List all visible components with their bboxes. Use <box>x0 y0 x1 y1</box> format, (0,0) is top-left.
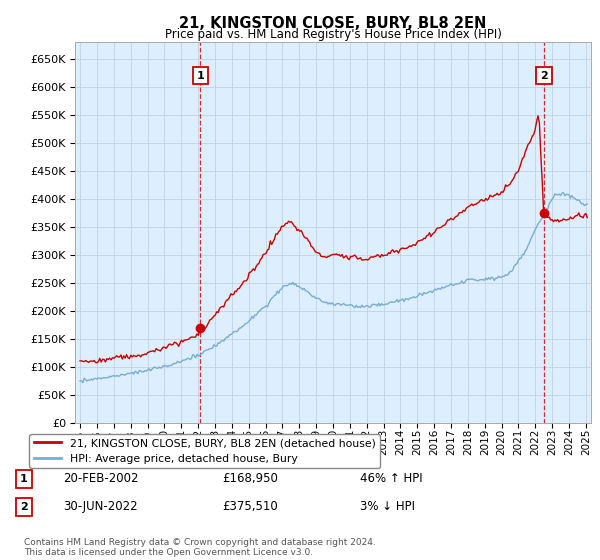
Text: 3% ↓ HPI: 3% ↓ HPI <box>360 500 415 514</box>
Legend: 21, KINGSTON CLOSE, BURY, BL8 2EN (detached house), HPI: Average price, detached: 21, KINGSTON CLOSE, BURY, BL8 2EN (detac… <box>29 434 380 468</box>
Text: £375,510: £375,510 <box>222 500 278 514</box>
Text: 2: 2 <box>20 502 28 512</box>
Text: 1: 1 <box>20 474 28 484</box>
Text: Price paid vs. HM Land Registry's House Price Index (HPI): Price paid vs. HM Land Registry's House … <box>164 28 502 41</box>
Text: £168,950: £168,950 <box>222 472 278 486</box>
Text: 30-JUN-2022: 30-JUN-2022 <box>63 500 137 514</box>
Text: 2: 2 <box>540 71 548 81</box>
Text: 1: 1 <box>196 71 204 81</box>
Text: 46% ↑ HPI: 46% ↑ HPI <box>360 472 422 486</box>
Text: Contains HM Land Registry data © Crown copyright and database right 2024.
This d: Contains HM Land Registry data © Crown c… <box>24 538 376 557</box>
Text: 20-FEB-2002: 20-FEB-2002 <box>63 472 139 486</box>
Text: 21, KINGSTON CLOSE, BURY, BL8 2EN: 21, KINGSTON CLOSE, BURY, BL8 2EN <box>179 16 487 31</box>
